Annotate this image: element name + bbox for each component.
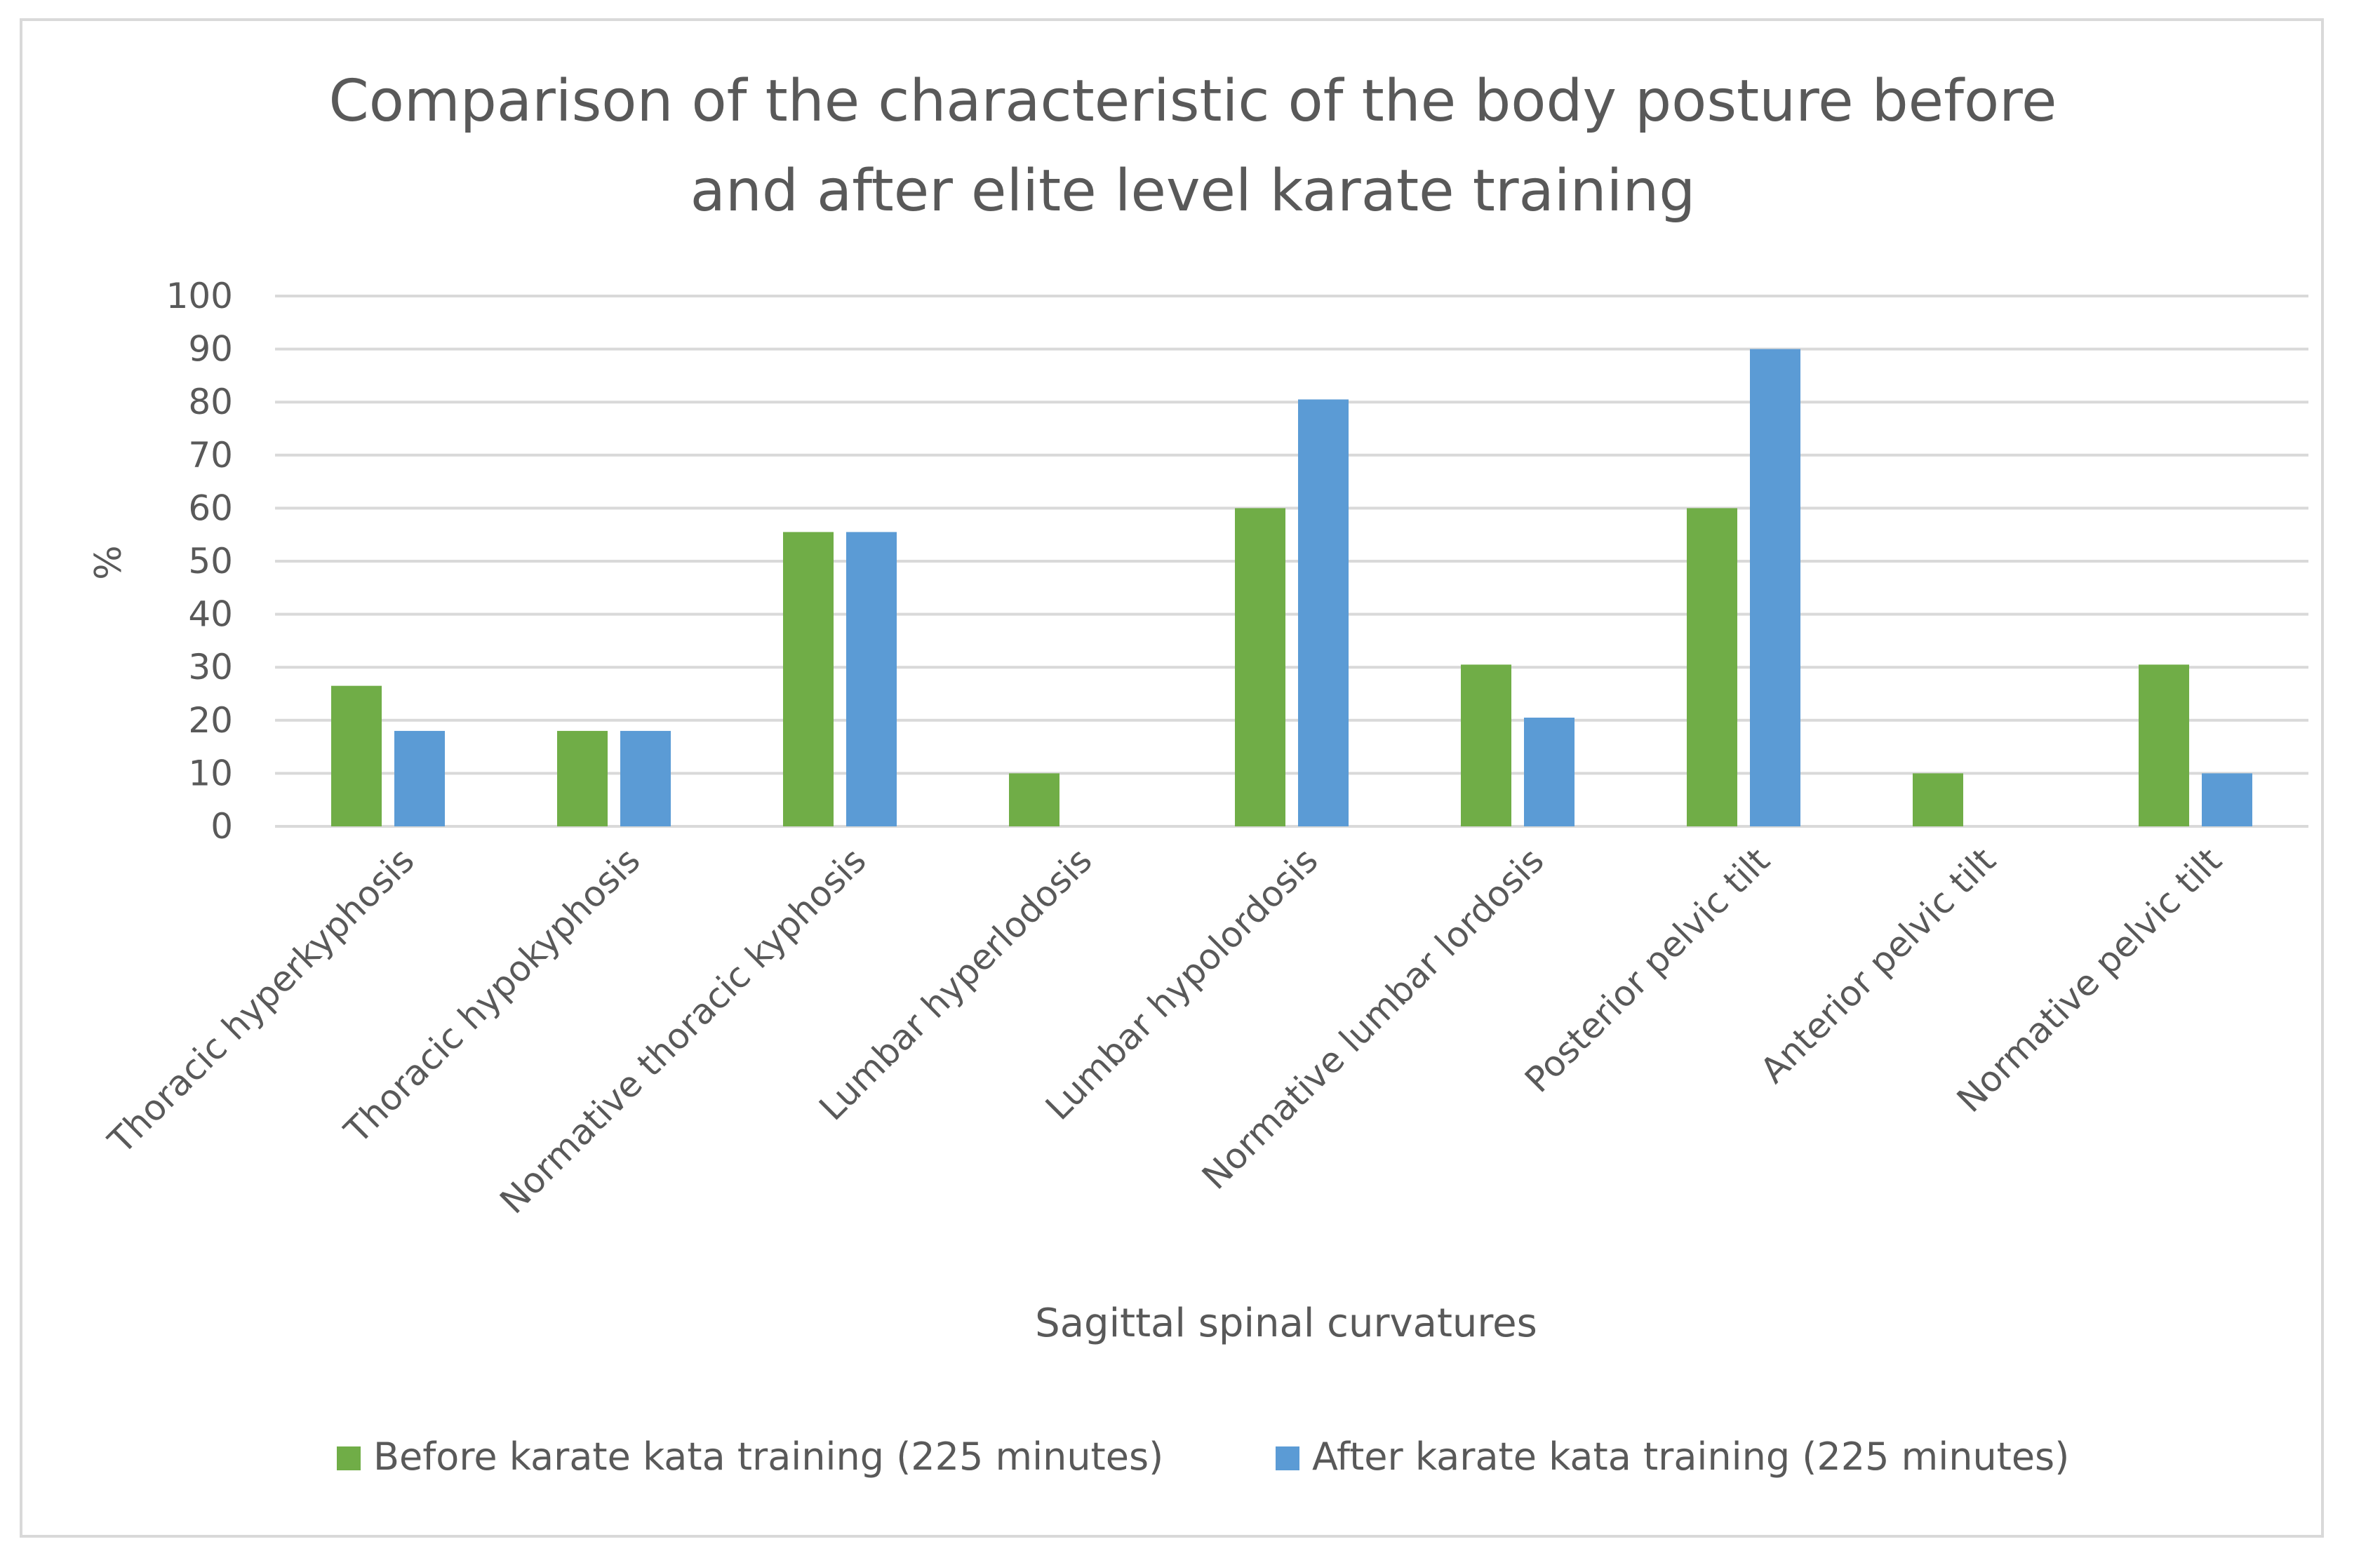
y-tick-label: 0 [210,806,233,847]
chart-title-line-1: Comparison of the characteristic of the … [328,68,2057,135]
bar-before-4 [1009,773,1059,826]
bar-before-8 [1913,773,1963,826]
bar-after-3 [846,532,897,826]
legend-swatch-before [337,1446,361,1470]
legend-label-after: After karate kata training (225 minutes) [1312,1435,2069,1479]
bar-before-1 [331,685,382,826]
bar-after-5 [1298,399,1349,826]
y-tick-label: 90 [188,329,233,370]
y-axis-label: % [88,545,130,579]
legend: Before karate kata training (225 minutes… [337,1435,2069,1479]
legend-label-before: Before karate kata training (225 minutes… [373,1435,1163,1479]
bar-after-1 [394,730,445,826]
gridlines [275,295,2308,828]
bars [331,349,2252,827]
bar-after-6 [1524,718,1575,826]
y-tick-label: 10 [188,753,233,793]
legend-swatch-after [1276,1446,1299,1470]
y-axis-tick-labels: 0 10 20 30 40 50 60 70 80 90 100 [166,276,233,847]
chart-title-line-2: and after elite level karate training [690,158,1696,224]
bar-before-6 [1461,664,1511,826]
y-tick-label: 20 [188,700,233,741]
bar-before-3 [783,532,834,826]
bar-after-7 [1750,349,1800,827]
y-tick-label: 30 [188,647,233,687]
x-axis-label: Sagittal spinal curvatures [1035,1301,1537,1346]
bar-after-9 [2202,773,2252,826]
y-tick-label: 100 [166,276,233,316]
bar-before-7 [1687,508,1737,826]
bar-after-2 [620,730,671,826]
bar-before-2 [557,730,608,826]
y-tick-label: 70 [188,435,233,476]
y-tick-label: 40 [188,594,233,635]
bar-before-9 [2139,664,2189,826]
y-tick-label: 50 [188,541,233,582]
y-tick-label: 80 [188,382,233,422]
y-tick-label: 60 [188,488,233,528]
bar-before-5 [1235,508,1285,826]
